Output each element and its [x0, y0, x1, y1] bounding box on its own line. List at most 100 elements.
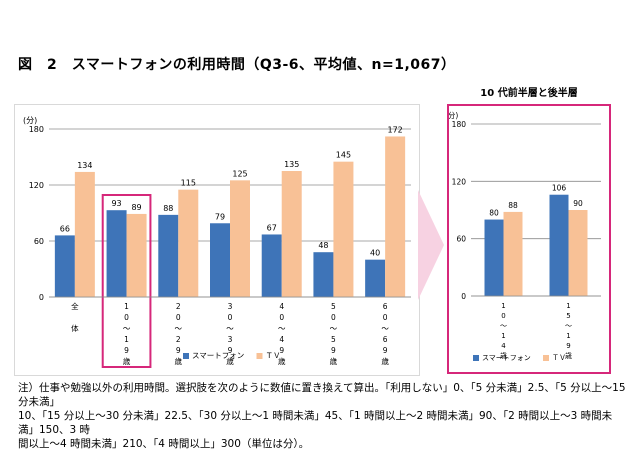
bar — [503, 211, 523, 296]
category-label: 4 — [279, 335, 284, 344]
bar — [261, 234, 282, 297]
bar — [106, 210, 127, 297]
category-label: ～ — [381, 324, 389, 333]
legend-label: ＴＶ — [552, 354, 566, 362]
category-label: 0 — [279, 313, 284, 322]
data-label: 135 — [284, 160, 299, 169]
category-label: ～ — [330, 324, 338, 333]
category-label: 0 — [501, 312, 505, 320]
category-label: 9 — [176, 346, 181, 355]
category-label: 9 — [383, 346, 388, 355]
category-label: 歳 — [381, 356, 389, 366]
category-label: 全 — [71, 301, 79, 311]
category-label: ～ — [565, 322, 572, 330]
legend-label: スマートフォン — [482, 354, 531, 362]
category-label: 5 — [331, 302, 336, 311]
data-label: 79 — [215, 212, 225, 221]
category-label: 0 — [331, 313, 336, 322]
bar — [54, 235, 75, 297]
category-label: ～ — [123, 324, 131, 333]
category-label: 2 — [176, 302, 181, 311]
bar — [178, 189, 199, 297]
category-label: 9 — [566, 342, 570, 350]
category-label: 0 — [176, 313, 181, 322]
category-label: 6 — [383, 302, 388, 311]
data-label: 145 — [336, 151, 351, 160]
bar — [549, 194, 569, 296]
legend-swatch — [473, 355, 479, 361]
y-tick-label: 180 — [452, 120, 467, 129]
category-label: ～ — [226, 324, 234, 333]
data-label: 134 — [77, 161, 92, 170]
legend-swatch — [543, 355, 549, 361]
category-label: 3 — [228, 335, 233, 344]
category-label: 歳 — [330, 356, 338, 366]
category-label: 5 — [566, 312, 570, 320]
category-label: 1 — [566, 332, 570, 340]
category-label: 歳 — [500, 351, 507, 360]
data-label: 67 — [267, 223, 277, 232]
category-label: 3 — [228, 302, 233, 311]
data-label: 89 — [131, 203, 141, 212]
category-label: 歳 — [278, 356, 286, 366]
category-label: 4 — [279, 302, 284, 311]
category-label: 歳 — [565, 351, 572, 360]
category-label: 体 — [71, 323, 79, 333]
bar — [568, 210, 588, 296]
legend-label: ＴＶ — [266, 351, 281, 360]
main-chart-panel: 0 60 120 180 (分) 66 134 全体 93 89 1 0 ～ 1 9 歳 88 115 2 0 ～ 2 9 歳… — [14, 104, 420, 376]
bar — [74, 171, 95, 297]
category-label: 9 — [124, 346, 129, 355]
arrow-graphic — [418, 190, 444, 300]
category-label: ～ — [278, 324, 286, 333]
data-label: 93 — [111, 199, 121, 208]
category-label: 1 — [124, 335, 129, 344]
y-tick-label: 60 — [456, 235, 466, 244]
y-tick-label: 60 — [34, 237, 44, 246]
y-tick-label: 0 — [39, 293, 44, 302]
footnote-line: 注）仕事や勉強以外の利用時間。選択肢を次のように数値に置き換えて算出。「利用しな… — [18, 382, 626, 408]
data-label: 90 — [573, 199, 583, 208]
bar — [126, 213, 147, 297]
data-label: 88 — [163, 204, 173, 213]
footnote-line: 間以上～4 時間未満」210、「4 時間以上」300（単位は分）。 — [18, 438, 310, 450]
category-label: 9 — [331, 346, 336, 355]
category-label: ～ — [500, 322, 507, 330]
data-label: 125 — [232, 169, 247, 178]
category-label: 0 — [228, 313, 233, 322]
data-label: 66 — [60, 224, 70, 233]
y-tick-label: 120 — [452, 177, 467, 186]
data-label: 115 — [181, 179, 196, 188]
category-label: 5 — [331, 335, 336, 344]
legend-swatch — [183, 353, 189, 359]
legend-swatch — [256, 353, 263, 359]
bar — [484, 219, 504, 296]
y-tick-label: 120 — [29, 181, 44, 190]
bar — [385, 136, 406, 297]
category-label: ～ — [175, 324, 183, 333]
y-tick-label: 180 — [29, 125, 44, 134]
data-label: 48 — [318, 241, 328, 250]
data-label: 80 — [489, 209, 499, 218]
legend-label: スマートフォン — [192, 351, 244, 360]
sub-chart-title: 10 代前半層と後半層 — [480, 88, 578, 99]
y-axis-unit-label: (分) — [23, 116, 37, 125]
category-label: 2 — [176, 335, 181, 344]
data-label: 40 — [370, 249, 380, 258]
figure-title: 図 2 スマートフォンの利用時間（Q3-6、平均値、n=1,067） — [18, 57, 456, 73]
category-label: 1 — [566, 302, 570, 310]
y-tick-label: 0 — [461, 292, 466, 301]
category-label: 1 — [501, 332, 505, 340]
data-label: 88 — [508, 201, 518, 210]
bar — [281, 171, 302, 297]
bar — [365, 259, 386, 297]
sub-chart-panel: 060120180(分)808810～14歳1069015～19歳スマートフォン… — [445, 104, 611, 374]
category-label: 9 — [228, 346, 233, 355]
bar — [313, 252, 334, 297]
bar — [230, 180, 250, 297]
category-label: 1 — [124, 302, 129, 311]
category-label: 0 — [124, 313, 129, 322]
bar — [210, 223, 230, 297]
data-label: 106 — [552, 184, 567, 193]
